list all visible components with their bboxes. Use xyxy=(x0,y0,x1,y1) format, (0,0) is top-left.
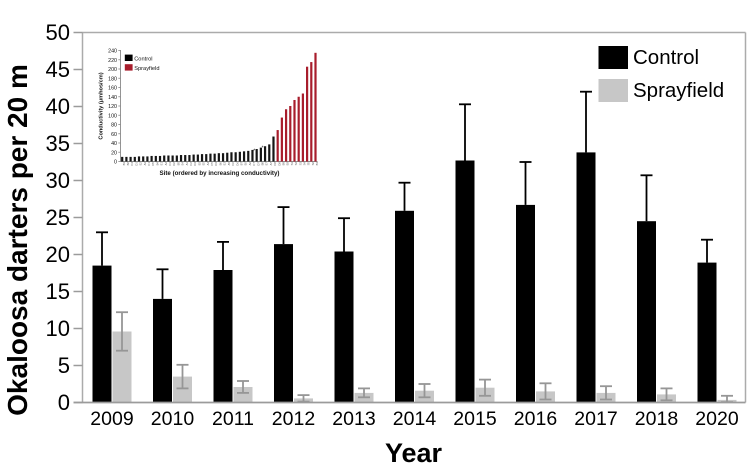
svg-text:2010: 2010 xyxy=(151,408,195,430)
svg-text:A2: A2 xyxy=(164,162,168,166)
svg-text:0: 0 xyxy=(58,390,70,415)
svg-text:160: 160 xyxy=(108,86,117,92)
svg-text:S4: S4 xyxy=(302,162,306,166)
svg-text:E5: E5 xyxy=(202,162,206,166)
svg-text:C7: C7 xyxy=(252,162,256,166)
svg-text:C3: C3 xyxy=(168,162,172,166)
svg-text:45: 45 xyxy=(46,57,70,82)
svg-text:2018: 2018 xyxy=(635,408,678,430)
svg-text:2015: 2015 xyxy=(453,408,497,430)
svg-text:2016: 2016 xyxy=(514,408,557,430)
svg-text:25: 25 xyxy=(46,205,70,230)
svg-text:E8: E8 xyxy=(286,162,290,166)
svg-text:140: 140 xyxy=(108,95,117,101)
svg-text:C8: C8 xyxy=(273,162,277,166)
svg-text:Okaloosa darters per 20 m: Okaloosa darters per 20 m xyxy=(2,64,33,416)
svg-text:50: 50 xyxy=(46,20,70,45)
svg-text:B9: B9 xyxy=(281,162,285,166)
svg-text:A4: A4 xyxy=(206,162,210,166)
svg-text:2014: 2014 xyxy=(393,408,437,430)
svg-text:D6: D6 xyxy=(235,162,239,166)
svg-text:2011: 2011 xyxy=(212,408,254,430)
svg-text:B5: B5 xyxy=(176,162,180,166)
svg-text:240: 240 xyxy=(108,49,117,55)
svg-text:40: 40 xyxy=(46,94,70,119)
svg-text:A3: A3 xyxy=(143,162,147,166)
svg-text:40: 40 xyxy=(111,141,117,147)
svg-text:220: 220 xyxy=(108,58,117,64)
svg-text:B2: B2 xyxy=(126,162,130,166)
svg-text:30: 30 xyxy=(46,168,70,193)
svg-text:20: 20 xyxy=(111,150,117,156)
svg-text:A6: A6 xyxy=(248,162,252,166)
svg-text:D3: D3 xyxy=(214,162,218,166)
svg-text:B1: B1 xyxy=(315,162,319,166)
svg-text:A5: A5 xyxy=(227,162,231,166)
svg-text:180: 180 xyxy=(108,76,117,82)
svg-text:2012: 2012 xyxy=(272,408,315,430)
svg-text:Control: Control xyxy=(134,56,152,62)
svg-text:S5: S5 xyxy=(307,162,311,166)
svg-text:E3: E3 xyxy=(223,162,227,166)
svg-text:B1: B1 xyxy=(122,162,126,166)
svg-text:S6: S6 xyxy=(311,162,315,166)
svg-text:C1: C1 xyxy=(147,162,151,166)
svg-text:E1: E1 xyxy=(160,162,164,166)
svg-text:*: * xyxy=(253,149,255,155)
svg-text:60: 60 xyxy=(111,132,117,138)
svg-text:80: 80 xyxy=(111,123,117,129)
svg-text:B7: B7 xyxy=(239,162,243,166)
svg-text:D7: D7 xyxy=(256,162,260,166)
svg-text:E4: E4 xyxy=(181,162,185,166)
svg-text:200: 200 xyxy=(108,67,117,73)
svg-text:A1: A1 xyxy=(185,162,189,166)
svg-text:Conductivity (μmhos/cm): Conductivity (μmhos/cm) xyxy=(99,72,105,139)
svg-text:D8: D8 xyxy=(277,162,281,166)
svg-text:Year: Year xyxy=(385,438,443,468)
svg-text:C2: C2 xyxy=(189,162,193,166)
svg-text:100: 100 xyxy=(108,113,117,119)
svg-text:2020: 2020 xyxy=(695,408,739,430)
svg-text:C6: C6 xyxy=(231,162,235,166)
svg-text:0: 0 xyxy=(114,160,117,166)
svg-text:*: * xyxy=(262,146,264,152)
svg-text:B8: B8 xyxy=(260,162,264,166)
svg-text:10: 10 xyxy=(46,316,70,341)
svg-text:Sprayfield: Sprayfield xyxy=(134,66,159,72)
svg-text:S1: S1 xyxy=(290,162,294,166)
svg-text:20: 20 xyxy=(46,242,70,267)
svg-text:D2: D2 xyxy=(172,162,176,166)
svg-text:D1: D1 xyxy=(134,162,138,166)
svg-text:Control: Control xyxy=(633,46,699,69)
svg-text:Sprayfield: Sprayfield xyxy=(633,79,724,102)
svg-text:D4: D4 xyxy=(193,162,197,166)
svg-text:A7: A7 xyxy=(269,162,273,166)
svg-text:Site (ordered by increasing co: Site (ordered by increasing conductivity… xyxy=(160,170,280,177)
svg-text:E2: E2 xyxy=(139,162,143,166)
svg-text:C4: C4 xyxy=(130,162,134,166)
svg-text:15: 15 xyxy=(46,279,70,304)
svg-text:2017: 2017 xyxy=(574,408,617,430)
svg-text:35: 35 xyxy=(46,131,70,156)
svg-text:C5: C5 xyxy=(210,162,214,166)
svg-text:S3: S3 xyxy=(298,162,302,166)
svg-text:D5: D5 xyxy=(151,162,155,166)
svg-text:B3: B3 xyxy=(197,162,201,166)
svg-text:2009: 2009 xyxy=(90,408,133,430)
svg-text:B6: B6 xyxy=(218,162,222,166)
svg-text:S2: S2 xyxy=(294,162,298,166)
svg-text:E7: E7 xyxy=(265,162,269,166)
svg-text:E6: E6 xyxy=(244,162,248,166)
svg-text:B4: B4 xyxy=(155,162,159,166)
svg-text:2013: 2013 xyxy=(332,408,375,430)
svg-text:120: 120 xyxy=(108,104,117,110)
svg-text:5: 5 xyxy=(58,353,70,378)
